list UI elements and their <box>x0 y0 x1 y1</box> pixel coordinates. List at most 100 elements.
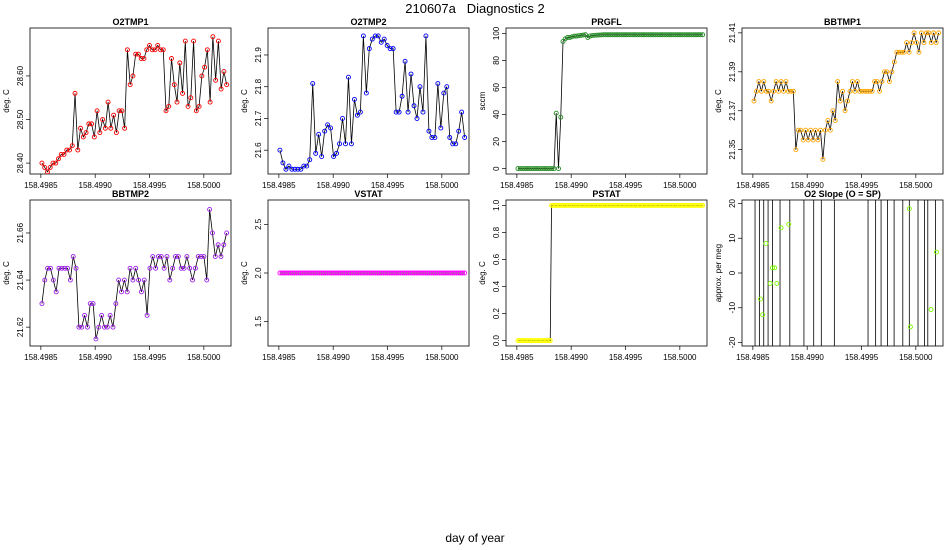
y-tick-label: 20 <box>492 137 501 146</box>
data-point <box>153 265 159 271</box>
data-point <box>89 121 95 127</box>
data-point <box>149 47 155 53</box>
data-point <box>340 116 345 121</box>
data-point <box>218 254 224 259</box>
x-tick-label: 158.4995 <box>133 181 167 190</box>
data-point <box>144 47 150 53</box>
data-point <box>67 277 73 283</box>
data-point <box>891 59 897 65</box>
data-point <box>827 127 833 133</box>
data-point <box>569 34 575 40</box>
data-point <box>896 49 902 55</box>
y-tick-label: 20 <box>728 198 737 207</box>
data-point <box>778 79 784 84</box>
x-tick-label: 158.5000 <box>899 181 933 190</box>
data-point <box>100 117 106 122</box>
data-point <box>790 88 796 94</box>
data-point <box>659 32 665 38</box>
data-point <box>47 165 53 170</box>
data-point <box>763 88 769 94</box>
data-point <box>221 242 227 248</box>
data-point <box>453 141 459 147</box>
data-point <box>456 128 462 134</box>
data-point <box>547 338 553 344</box>
data-point <box>378 39 384 45</box>
chart-o2-slope-o-sp: O2 Slope (O = SP) 158.4985 158.4990 158.499… <box>714 189 944 362</box>
data-point <box>337 141 342 147</box>
y-tick-label: 10 <box>728 233 737 242</box>
data-point <box>195 254 201 259</box>
data-point <box>402 58 408 64</box>
data-point <box>639 32 645 38</box>
x-tick-label: 158.4990 <box>791 181 825 190</box>
x-tick-label: 158.5000 <box>663 181 697 190</box>
x-tick-label: 158.4990 <box>79 181 113 190</box>
data-point <box>346 74 351 80</box>
y-axis-label: deg. C <box>478 261 487 285</box>
x-tick-label: 158.4985 <box>24 353 58 362</box>
data-point <box>411 103 417 109</box>
data-point <box>87 301 93 307</box>
data-point <box>535 166 541 172</box>
data-point <box>423 33 429 39</box>
data-point <box>69 143 75 149</box>
data-point <box>292 166 298 172</box>
data-point <box>42 165 48 170</box>
data-point <box>533 166 539 172</box>
y-tick-label: 21.37 <box>728 100 737 121</box>
data-point <box>558 114 564 120</box>
data-point <box>815 137 821 143</box>
x-tick-label: 158.4990 <box>555 181 589 190</box>
chart-pstat: PSTAT 158.4985 158.4990 158.4995 158.5000 0.0… <box>478 189 708 362</box>
data-point <box>817 127 823 133</box>
y-tick-label: 1.0 <box>492 199 501 211</box>
data-point <box>58 151 64 157</box>
data-point <box>864 88 870 94</box>
data-point <box>578 32 584 38</box>
data-point <box>847 88 853 94</box>
x-tick-label: 158.4985 <box>24 181 58 190</box>
data-point <box>83 130 89 136</box>
data-point <box>923 30 929 36</box>
data-point <box>666 32 672 38</box>
data-point <box>384 43 390 48</box>
data-point <box>76 324 82 330</box>
x-tick-label: 158.4995 <box>845 353 879 362</box>
data-point <box>124 289 130 295</box>
data-point <box>612 32 618 38</box>
data-point <box>420 109 426 115</box>
data-point <box>835 79 841 84</box>
x-tick-label: 158.4990 <box>79 353 113 362</box>
x-tick-label: 158.5000 <box>663 353 697 362</box>
y-axis-label: deg. C <box>714 89 723 113</box>
data-point <box>813 127 818 133</box>
data-point <box>441 90 447 96</box>
data-point <box>766 88 772 94</box>
data-point <box>45 169 50 174</box>
data-point <box>181 265 187 271</box>
x-tick-label: 158.5000 <box>425 353 459 362</box>
data-point <box>832 118 838 123</box>
data-point <box>396 109 402 115</box>
data-point <box>93 336 99 342</box>
data-point <box>874 79 880 84</box>
chart-o2tmp1: O2TMP1 158.4985 158.4990 158.4995 158.5000 28… <box>2 17 232 190</box>
y-tick-label: 21.41 <box>728 22 737 43</box>
data-point <box>372 33 378 39</box>
plot-frame <box>29 27 232 175</box>
data-point <box>202 64 208 70</box>
data-point <box>450 141 456 147</box>
x-tick-label: 158.4990 <box>317 353 351 362</box>
data-point <box>169 56 174 61</box>
data-point <box>138 289 144 295</box>
data-point <box>56 156 61 162</box>
data-point <box>786 221 792 227</box>
data-point <box>65 265 70 271</box>
data-point <box>152 47 158 53</box>
y-tick-label: 100 <box>492 26 501 40</box>
data-point <box>130 73 136 79</box>
data-point <box>795 127 801 133</box>
data-point <box>793 147 799 153</box>
data-point <box>405 109 411 115</box>
